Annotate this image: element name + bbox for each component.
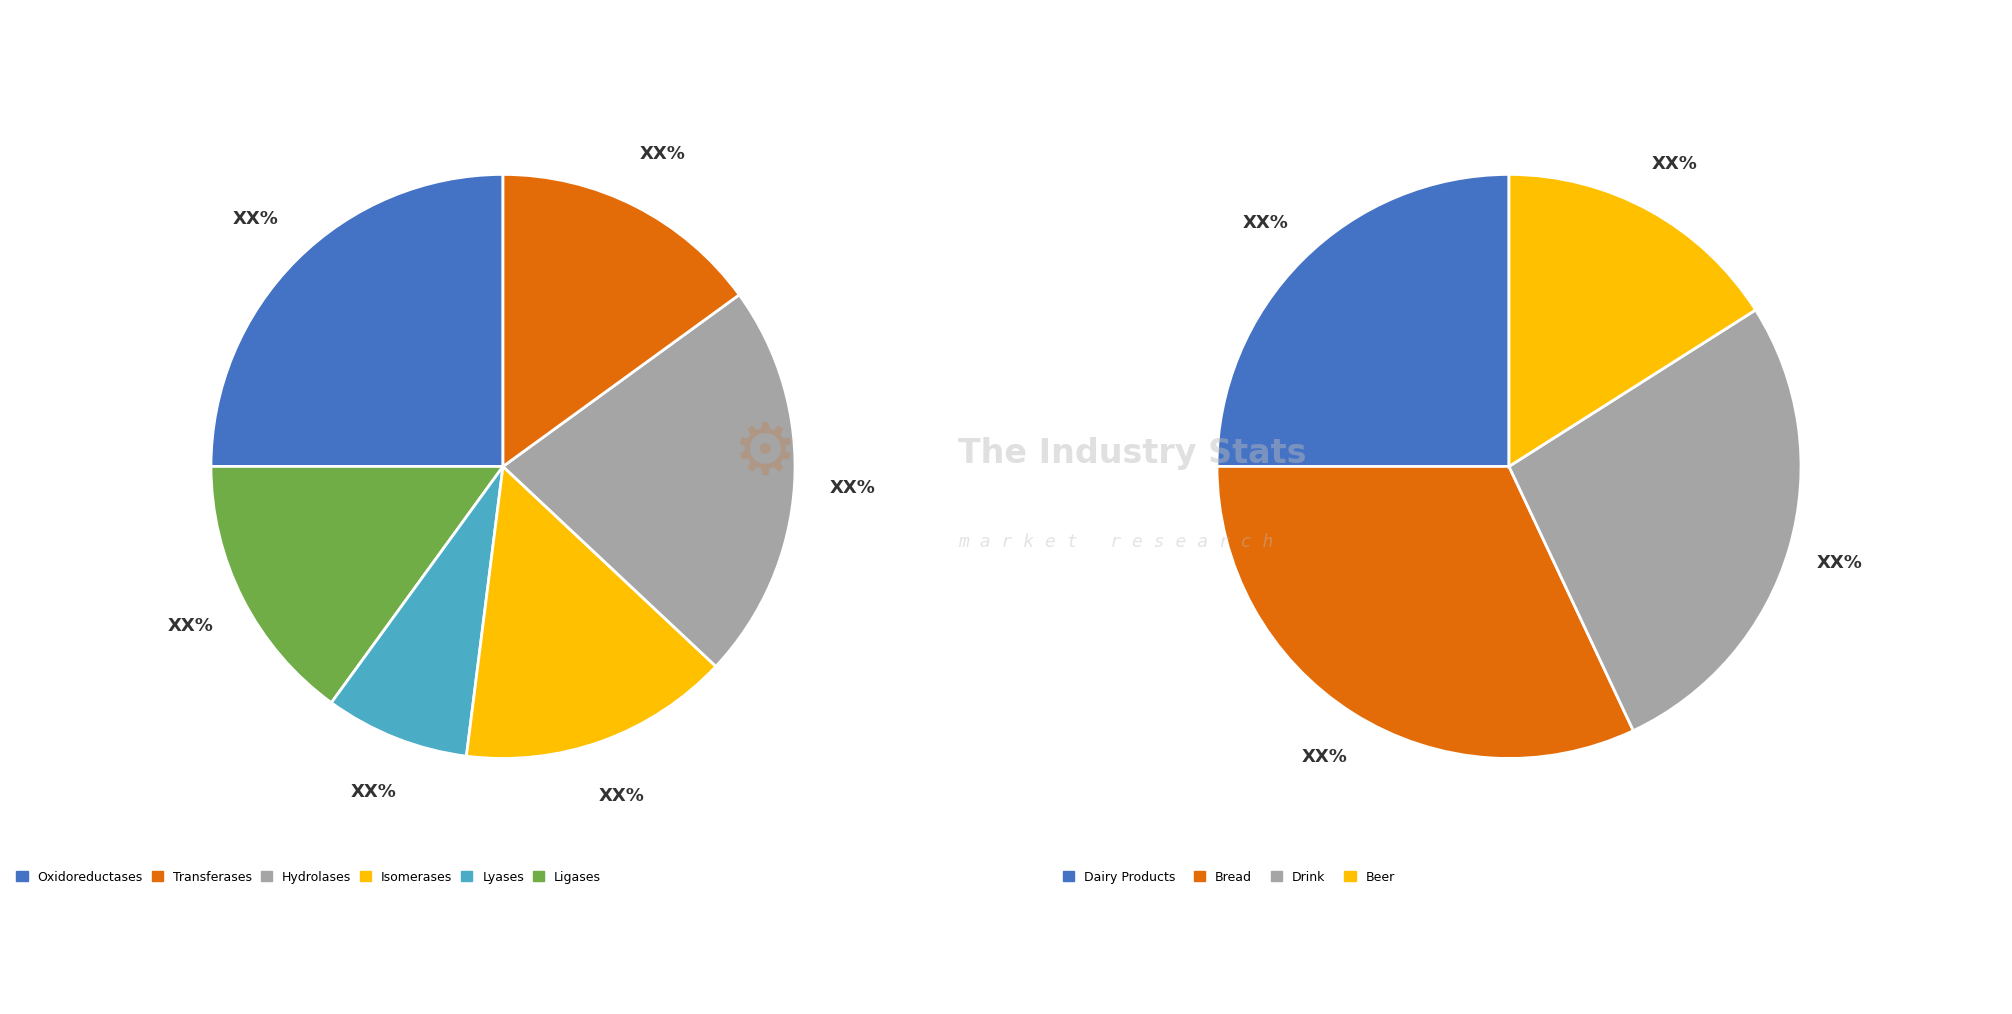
- Wedge shape: [1509, 310, 1801, 731]
- Text: Source: Theindustrystats Analysis: Source: Theindustrystats Analysis: [30, 961, 324, 975]
- Text: ⚙: ⚙: [732, 420, 797, 489]
- Text: Website: www.theindustrystats.com: Website: www.theindustrystats.com: [1670, 961, 1982, 975]
- Legend: Oxidoreductases, Transferases, Hydrolases, Isomerases, Lyases, Ligases: Oxidoreductases, Transferases, Hydrolase…: [16, 871, 602, 883]
- Wedge shape: [467, 466, 716, 758]
- Text: XX%: XX%: [1817, 554, 1863, 572]
- Legend: Dairy Products, Bread, Drink, Beer: Dairy Products, Bread, Drink, Beer: [1062, 871, 1394, 883]
- Wedge shape: [332, 466, 503, 756]
- Text: XX%: XX%: [231, 210, 278, 227]
- Text: XX%: XX%: [1241, 214, 1288, 232]
- Text: The Industry Stats: The Industry Stats: [958, 437, 1306, 470]
- Text: XX%: XX%: [640, 145, 684, 163]
- Text: XX%: XX%: [829, 480, 875, 498]
- Text: XX%: XX%: [1652, 155, 1698, 173]
- Wedge shape: [1217, 174, 1509, 466]
- Text: XX%: XX%: [350, 783, 396, 801]
- Text: XX%: XX%: [1302, 748, 1348, 767]
- Text: Email: sales@theindustrystats.com: Email: sales@theindustrystats.com: [855, 961, 1157, 975]
- Wedge shape: [211, 174, 503, 466]
- Text: Fig. Global Enzymes for Food Processing Market Share by Product Types & Applicat: Fig. Global Enzymes for Food Processing …: [24, 44, 1177, 68]
- Text: m a r k e t   r e s e a r c h: m a r k e t r e s e a r c h: [958, 533, 1274, 551]
- Text: XX%: XX%: [600, 787, 644, 805]
- Wedge shape: [503, 174, 738, 466]
- Wedge shape: [503, 295, 795, 666]
- Wedge shape: [211, 466, 503, 703]
- Text: XX%: XX%: [167, 617, 213, 635]
- Wedge shape: [1217, 466, 1634, 758]
- Wedge shape: [1509, 174, 1756, 466]
